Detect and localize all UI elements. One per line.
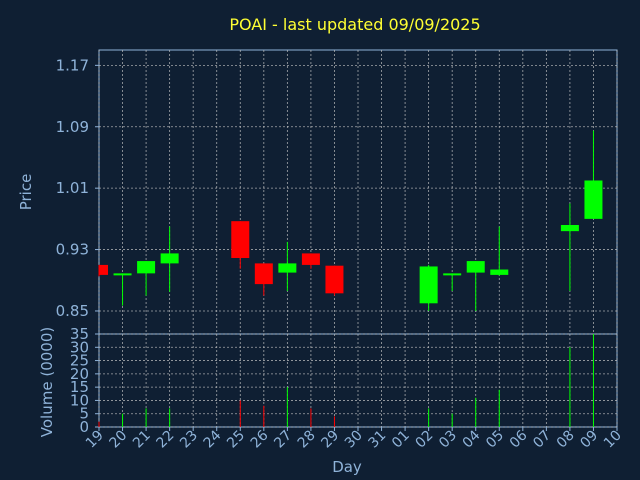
candle-body bbox=[466, 261, 485, 273]
candle-body bbox=[137, 261, 156, 274]
candle-body bbox=[584, 180, 603, 219]
candle-body bbox=[490, 269, 509, 275]
price-y-tick-label: 1.09 bbox=[56, 118, 89, 136]
volume-y-tick-label: 15 bbox=[70, 378, 89, 396]
candle-body bbox=[113, 273, 132, 276]
price-y-tick-label: 1.01 bbox=[56, 179, 89, 197]
candle-body bbox=[254, 263, 273, 285]
candle-body bbox=[560, 225, 579, 232]
chart-title: POAI - last updated 09/09/2025 bbox=[229, 15, 480, 34]
candle-body bbox=[443, 273, 462, 276]
volume-y-tick-label: 25 bbox=[70, 352, 89, 370]
candle-body bbox=[160, 253, 179, 264]
price-y-tick-label: 0.93 bbox=[56, 241, 89, 259]
volume-y-tick-label: 10 bbox=[70, 391, 89, 409]
volume-y-tick-label: 30 bbox=[70, 338, 89, 356]
volume-y-tick-label: 0 bbox=[79, 418, 89, 436]
volume-y-tick-label: 5 bbox=[79, 405, 89, 423]
price-panel: 0.85 0.93 1.01 1.09 1.17 bbox=[56, 49, 618, 335]
price-y-tick-label: 0.85 bbox=[56, 302, 89, 320]
x-axis-title: Day bbox=[332, 458, 362, 476]
candle-body bbox=[278, 263, 297, 273]
candle-body bbox=[325, 265, 344, 294]
candle-body bbox=[231, 221, 250, 259]
volume-y-tick-label: 35 bbox=[70, 325, 89, 343]
price-axis-title: Price bbox=[17, 174, 35, 211]
candle-body bbox=[99, 264, 108, 275]
candle-body bbox=[419, 266, 438, 304]
candle-body bbox=[301, 253, 320, 265]
volume-y-tick-label: 20 bbox=[70, 365, 89, 383]
volume-axis-title: Volume (0000) bbox=[38, 327, 56, 437]
price-y-tick-label: 1.17 bbox=[56, 56, 89, 74]
